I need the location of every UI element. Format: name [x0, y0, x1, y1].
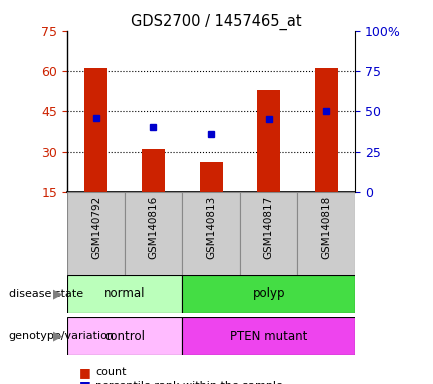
- Text: count: count: [95, 367, 127, 377]
- Text: GSM140792: GSM140792: [91, 196, 101, 259]
- Text: control: control: [104, 329, 145, 343]
- Bar: [142, 149, 165, 192]
- Text: ▶: ▶: [53, 287, 63, 300]
- Bar: [182, 192, 240, 275]
- Text: GSM140818: GSM140818: [321, 196, 331, 259]
- Bar: [297, 192, 355, 275]
- Text: normal: normal: [104, 287, 145, 300]
- Text: PTEN mutant: PTEN mutant: [230, 329, 307, 343]
- Text: ▶: ▶: [53, 329, 63, 343]
- Text: GSM140816: GSM140816: [149, 196, 158, 259]
- Text: GSM140817: GSM140817: [264, 196, 274, 259]
- Bar: [315, 68, 338, 192]
- Bar: [200, 162, 223, 192]
- Text: genotype/variation: genotype/variation: [9, 331, 115, 341]
- Text: ■: ■: [78, 366, 90, 379]
- Bar: [67, 275, 182, 313]
- Text: polyp: polyp: [252, 287, 285, 300]
- Bar: [67, 192, 125, 275]
- Bar: [67, 317, 182, 355]
- Bar: [257, 90, 280, 192]
- Text: disease state: disease state: [9, 289, 83, 299]
- Bar: [182, 275, 355, 313]
- Bar: [182, 317, 355, 355]
- Text: ■: ■: [78, 379, 90, 384]
- Bar: [84, 68, 107, 192]
- Text: GDS2700 / 1457465_at: GDS2700 / 1457465_at: [131, 13, 302, 30]
- Text: percentile rank within the sample: percentile rank within the sample: [95, 381, 283, 384]
- Text: GSM140813: GSM140813: [206, 196, 216, 259]
- Bar: [125, 192, 182, 275]
- Bar: [240, 192, 297, 275]
